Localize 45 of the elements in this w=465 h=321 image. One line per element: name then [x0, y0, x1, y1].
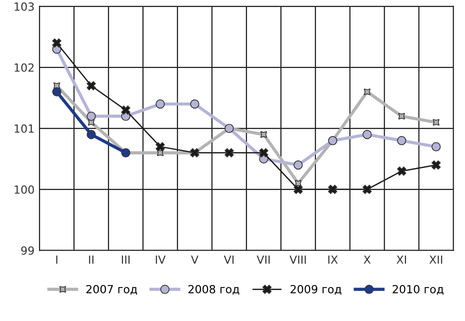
x-tick-label: II	[89, 256, 94, 264]
x-tick-label: I	[56, 256, 58, 264]
point	[362, 130, 372, 140]
point	[364, 88, 371, 96]
point	[397, 166, 406, 176]
point	[190, 99, 200, 109]
legend-label: 2010 год	[392, 284, 444, 295]
y-tick-label: 101	[14, 124, 34, 133]
y-tick-label: 100	[14, 185, 34, 194]
point	[259, 148, 268, 158]
x-tick-label: XII	[429, 256, 442, 264]
legend-label: 2007 год	[86, 284, 138, 295]
point	[156, 142, 165, 152]
point	[86, 112, 96, 121]
point	[294, 160, 303, 170]
point	[224, 148, 234, 158]
point	[328, 184, 338, 194]
point	[397, 136, 406, 146]
x-tick-label: IV	[156, 256, 166, 264]
point	[260, 131, 268, 138]
point	[86, 81, 96, 90]
point	[432, 142, 441, 152]
x-tick-label: IX	[328, 256, 338, 264]
point	[362, 184, 372, 194]
x-tick-label: VII	[256, 256, 270, 264]
legend-label: 2009 год	[290, 284, 342, 295]
point	[156, 99, 165, 109]
x-tick-label: V	[191, 256, 198, 264]
point	[432, 160, 441, 170]
y-tick-label: 102	[14, 63, 34, 72]
legend-label: 2008 год	[188, 284, 240, 295]
y-tick-label: 99	[21, 246, 34, 255]
point	[86, 130, 96, 140]
point	[121, 106, 130, 115]
x-tick-label: XI	[396, 256, 406, 264]
point	[52, 38, 62, 48]
point	[432, 118, 440, 126]
x-tick-label: III	[122, 256, 130, 264]
x-tick-label: X	[364, 256, 371, 264]
point	[52, 87, 62, 96]
y-tick-label: 103	[14, 2, 34, 11]
x-tick-label: VIII	[290, 256, 306, 264]
point	[398, 112, 406, 120]
x-tick-label: VI	[224, 256, 234, 264]
point	[294, 184, 303, 194]
